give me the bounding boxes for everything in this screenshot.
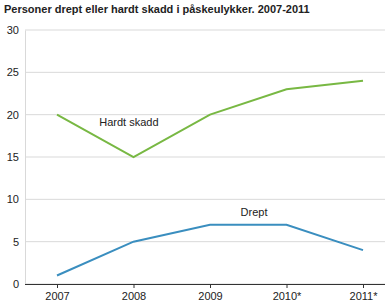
x-tick-mark: [363, 284, 364, 288]
x-tick-mark: [134, 284, 135, 288]
grid-line: [25, 199, 385, 200]
y-tick-label: 10: [7, 193, 19, 205]
plot-area: [57, 81, 363, 276]
y-tick: 5: [13, 236, 25, 248]
y-axis: 0 5 10 15 20 25 30: [7, 24, 26, 290]
grid-line: [25, 157, 385, 158]
x-axis-line: [25, 284, 385, 285]
x-tick: 2009: [198, 284, 222, 302]
y-tick-label: 15: [7, 151, 19, 163]
x-tick-label: 2009: [198, 290, 222, 302]
y-axis-line: [25, 31, 26, 285]
series-line: [57, 81, 363, 157]
y-tick: 25: [7, 66, 25, 78]
x-tick-label: 2010*: [273, 290, 302, 302]
series-label: Hardt skadd: [99, 116, 158, 128]
grid-line: [25, 114, 385, 115]
x-tick-label: 2007: [45, 290, 69, 302]
grid-line: [25, 241, 385, 242]
x-tick-mark: [210, 284, 211, 288]
x-tick-mark: [57, 284, 58, 288]
y-tick: 0: [13, 278, 25, 290]
x-tick: 2011*: [350, 284, 379, 302]
x-tick: 2008: [122, 284, 146, 302]
y-tick: 20: [7, 109, 25, 121]
series-label: Drept: [241, 206, 268, 218]
y-tick: 30: [7, 24, 25, 36]
chart: Personer drept eller hardt skadd i påske…: [0, 0, 390, 307]
x-axis: 2007 2008 2009 2010* 2011*: [25, 284, 385, 302]
y-tick-label: 25: [7, 66, 19, 78]
x-tick: 2007: [45, 284, 69, 302]
y-tick: 15: [7, 151, 25, 163]
x-tick-label: 2008: [122, 290, 146, 302]
grid: [25, 30, 385, 284]
y-tick-label: 0: [13, 278, 19, 290]
grid-line: [25, 284, 385, 285]
y-tick-label: 20: [7, 109, 19, 121]
x-tick-mark: [287, 284, 288, 288]
grid-line: [25, 72, 385, 73]
series-line: [57, 225, 363, 276]
x-tick: 2010*: [273, 284, 302, 302]
y-tick-label: 5: [13, 236, 19, 248]
grid-line: [25, 30, 385, 31]
y-tick-label: 30: [7, 24, 19, 36]
y-tick: 10: [7, 193, 25, 205]
x-tick-label: 2011*: [350, 290, 379, 302]
title: Personer drept eller hardt skadd i påske…: [4, 3, 310, 15]
